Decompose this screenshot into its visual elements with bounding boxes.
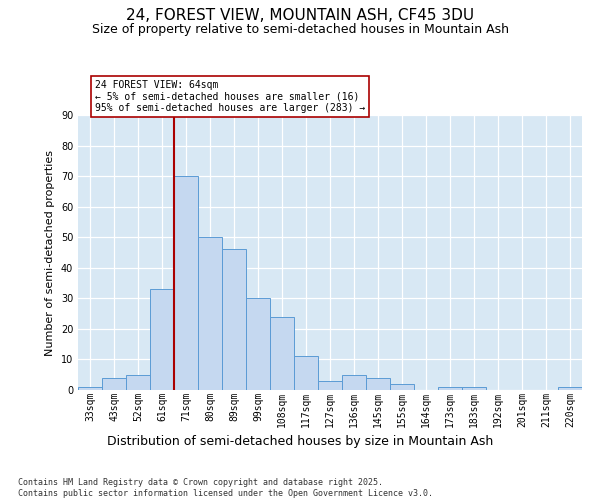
- Bar: [102, 378, 126, 390]
- Bar: [438, 387, 462, 390]
- Bar: [366, 378, 390, 390]
- Bar: [462, 387, 486, 390]
- Y-axis label: Number of semi-detached properties: Number of semi-detached properties: [45, 150, 55, 356]
- Bar: [222, 250, 246, 390]
- Bar: [174, 176, 198, 390]
- Bar: [150, 289, 174, 390]
- Bar: [270, 316, 294, 390]
- Bar: [198, 237, 222, 390]
- Text: Distribution of semi-detached houses by size in Mountain Ash: Distribution of semi-detached houses by …: [107, 435, 493, 448]
- Bar: [558, 387, 582, 390]
- Text: Contains HM Land Registry data © Crown copyright and database right 2025.
Contai: Contains HM Land Registry data © Crown c…: [18, 478, 433, 498]
- Bar: [78, 387, 102, 390]
- Bar: [294, 356, 318, 390]
- Bar: [318, 381, 342, 390]
- Text: 24, FOREST VIEW, MOUNTAIN ASH, CF45 3DU: 24, FOREST VIEW, MOUNTAIN ASH, CF45 3DU: [126, 8, 474, 22]
- Bar: [342, 374, 366, 390]
- Bar: [390, 384, 414, 390]
- Bar: [246, 298, 270, 390]
- Bar: [126, 374, 150, 390]
- Text: 24 FOREST VIEW: 64sqm
← 5% of semi-detached houses are smaller (16)
95% of semi-: 24 FOREST VIEW: 64sqm ← 5% of semi-detac…: [95, 80, 365, 114]
- Text: Size of property relative to semi-detached houses in Mountain Ash: Size of property relative to semi-detach…: [91, 22, 509, 36]
